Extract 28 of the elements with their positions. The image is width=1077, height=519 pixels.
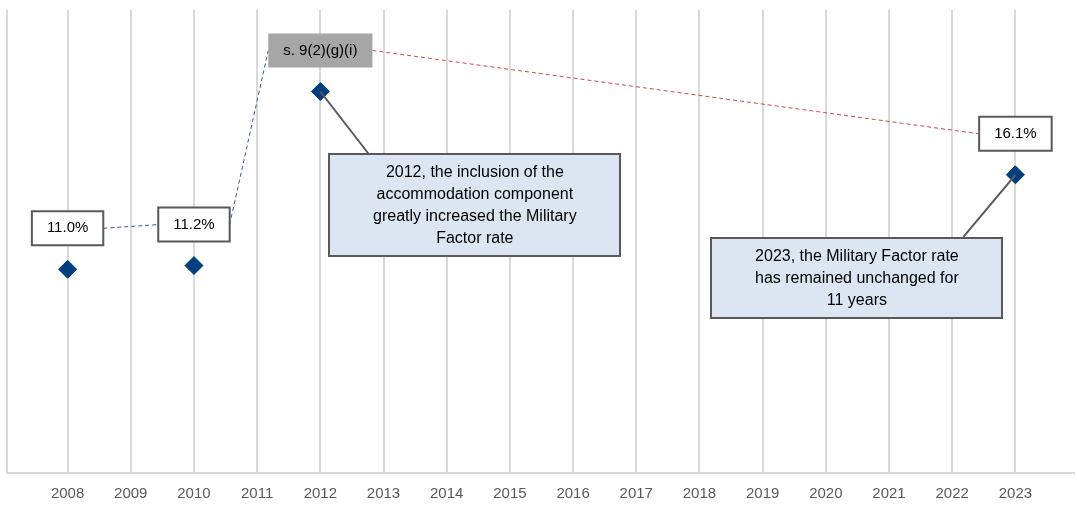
x-tick-label: 2022 bbox=[935, 484, 969, 502]
x-tick-label: 2012 bbox=[303, 484, 338, 502]
point bbox=[184, 256, 204, 276]
point bbox=[310, 81, 330, 101]
x-tick-label: 2010 bbox=[177, 484, 211, 502]
callout-box: 2012, the inclusion of the accommodation component greatly increased the Military Factor rate bbox=[328, 153, 622, 258]
x-tick-label: 2013 bbox=[366, 484, 401, 502]
x-tick-label: 2018 bbox=[682, 484, 717, 502]
data-label: 16.1% bbox=[994, 123, 1037, 141]
x-tick-label: 2016 bbox=[556, 484, 590, 502]
x-tick-label: 2017 bbox=[619, 484, 653, 502]
x-tick-label: 2014 bbox=[430, 484, 464, 502]
x-tick-label: 2011 bbox=[241, 484, 274, 502]
annotation: 2023, the Military Factor rate has remained unchanged for 11 years bbox=[755, 246, 959, 308]
x-tick-label: 2019 bbox=[745, 484, 780, 502]
data-label: 11.0% bbox=[46, 218, 89, 236]
x-tick-label: 2021 bbox=[872, 484, 906, 502]
callout-box: 2023, the Military Factor rate has remained unchanged for 11 years bbox=[710, 236, 1004, 319]
x-tick-label: 2020 bbox=[809, 484, 843, 502]
point bbox=[1005, 165, 1025, 185]
x-tick-label: 2009 bbox=[114, 484, 148, 502]
data-label: s. 9(2)(g)(i) bbox=[283, 40, 358, 58]
annotation: 2012, the inclusion of the accommodation component greatly increased the Military Factor rate bbox=[373, 163, 577, 247]
x-tick-label: 2008 bbox=[50, 484, 85, 502]
x-tick-label: 2015 bbox=[493, 484, 527, 502]
point bbox=[58, 259, 78, 279]
data-label: 11.2% bbox=[173, 214, 215, 232]
x-tick-label: 2023 bbox=[998, 484, 1033, 502]
